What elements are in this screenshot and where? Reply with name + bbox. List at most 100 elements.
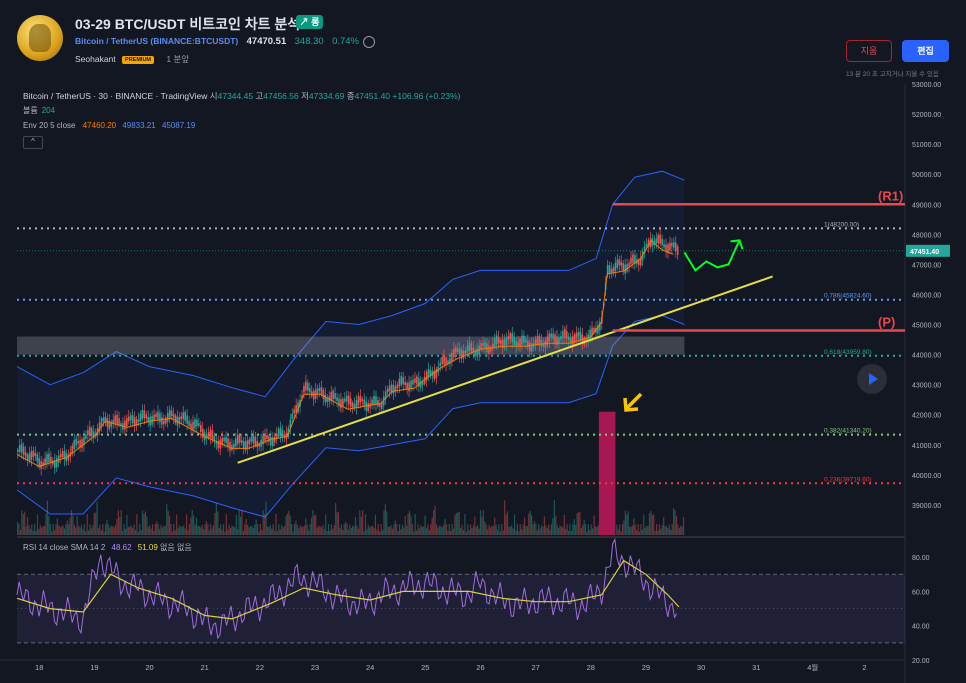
volume-bar [35, 531, 37, 535]
volume-bar [110, 525, 112, 535]
volume-bar [320, 527, 323, 535]
forecast-path [683, 239, 741, 272]
volume-bar [150, 528, 152, 535]
volume-bar [241, 510, 243, 535]
price-tick-label: 48000.00 [912, 232, 941, 239]
candle-body [332, 390, 334, 400]
candle-body [451, 353, 453, 362]
symbol-link[interactable]: Bitcoin / TetherUS [75, 36, 149, 46]
envelope-legend[interactable]: Env 20 5 close 47460.20 49833.21 45087.1… [23, 121, 196, 130]
symbol-exchange-link[interactable]: (BINANCE:BTCUSDT) [150, 36, 239, 46]
volume-bar [42, 526, 44, 535]
candle-body [186, 415, 188, 424]
candle-body [133, 416, 136, 426]
candle-body [573, 334, 576, 343]
candle-body [110, 421, 113, 428]
candle-body [544, 340, 547, 348]
volume-bar [329, 530, 331, 535]
author-avatar[interactable] [17, 15, 63, 61]
candle-body [534, 339, 537, 345]
replay-play-button[interactable] [857, 364, 887, 394]
envelope-fill [17, 171, 685, 517]
candle-body [377, 400, 379, 407]
volume-bar [300, 526, 303, 535]
volume-bar [444, 519, 446, 535]
volume-bar [407, 513, 409, 535]
candle-body [153, 414, 155, 421]
legend-symbol[interactable]: Bitcoin / TetherUS · 30 · BINANCE · Trad… [23, 91, 208, 101]
volume-bar [215, 502, 217, 535]
volume-bar [274, 530, 276, 535]
volume-bar [553, 500, 555, 535]
volume-bar [122, 530, 124, 535]
candle-body [344, 398, 346, 402]
volume-bar [156, 521, 158, 535]
volume-bar [630, 526, 632, 535]
volume-bar [565, 528, 567, 535]
volume-bar [105, 524, 107, 535]
volume-bar [69, 517, 71, 535]
volume-bar [318, 525, 320, 535]
volume-bar [203, 529, 205, 535]
edit-button[interactable]: 편집 [902, 40, 949, 62]
volume-bar [295, 520, 297, 535]
volume-bar [134, 529, 137, 535]
candle-body [345, 395, 348, 402]
volume-bar [653, 514, 655, 535]
volume-bar [252, 527, 254, 535]
volume-bar [279, 529, 281, 535]
volume-bar [259, 524, 262, 535]
volume-bar [555, 515, 557, 535]
volume-bar [479, 510, 482, 535]
volume-bar [522, 524, 524, 535]
candle-body [157, 411, 159, 420]
volume-bar [587, 524, 590, 535]
volume-bar [460, 527, 462, 535]
volume-bar [636, 530, 638, 535]
candle-body [466, 345, 469, 352]
price-change-pct: 0.74% [332, 36, 359, 47]
volume-legend[interactable]: 볼륨 204 [23, 106, 56, 115]
volume-bar [447, 531, 449, 535]
volume-bar [411, 524, 413, 535]
collapse-legend-button[interactable]: ^ [23, 136, 43, 149]
author-name[interactable]: Seohakant [75, 54, 116, 64]
candle-body [671, 242, 673, 247]
fib-level-label: 0.236(39719.60) [824, 476, 872, 483]
candle-body [538, 336, 541, 346]
candle-body [347, 395, 350, 405]
candle-body [665, 244, 667, 253]
volume-bar [545, 525, 547, 535]
time-tick-label: 2 [862, 663, 866, 672]
delete-button[interactable]: 지움 [846, 40, 892, 62]
candle-body [556, 336, 558, 346]
candle-body [192, 421, 194, 430]
candle-body [308, 387, 311, 393]
rsi-legend[interactable]: RSI 14 close SMA 14 2 48.62 51.09 없음 없음 [23, 543, 192, 552]
candle-body [254, 436, 257, 446]
volume-bar [525, 525, 527, 535]
volume-bar [353, 526, 355, 535]
volume-bar [485, 524, 487, 535]
price-change: 348.30 [294, 36, 324, 47]
publish-time: 1 분앞 [166, 54, 190, 64]
volume-bar [266, 526, 269, 535]
rsi-tick-label: 40.00 [912, 624, 930, 631]
volume-bar [187, 530, 189, 535]
candle-body [322, 389, 325, 399]
volume-bar [374, 514, 377, 535]
candle-body [454, 347, 457, 353]
alarm-clock-icon[interactable] [363, 36, 375, 48]
volume-bar [418, 528, 421, 535]
volume-bar [343, 524, 345, 535]
price-tick-label: 41000.00 [912, 443, 941, 450]
volume-bar [438, 525, 440, 535]
candle-body [46, 454, 48, 463]
volume-bar [403, 527, 405, 535]
rsi-sma-line [16, 559, 680, 620]
volume-bar [183, 525, 185, 535]
volume-bar [556, 524, 558, 535]
candle-body [291, 413, 294, 419]
volume-bar [680, 525, 682, 535]
